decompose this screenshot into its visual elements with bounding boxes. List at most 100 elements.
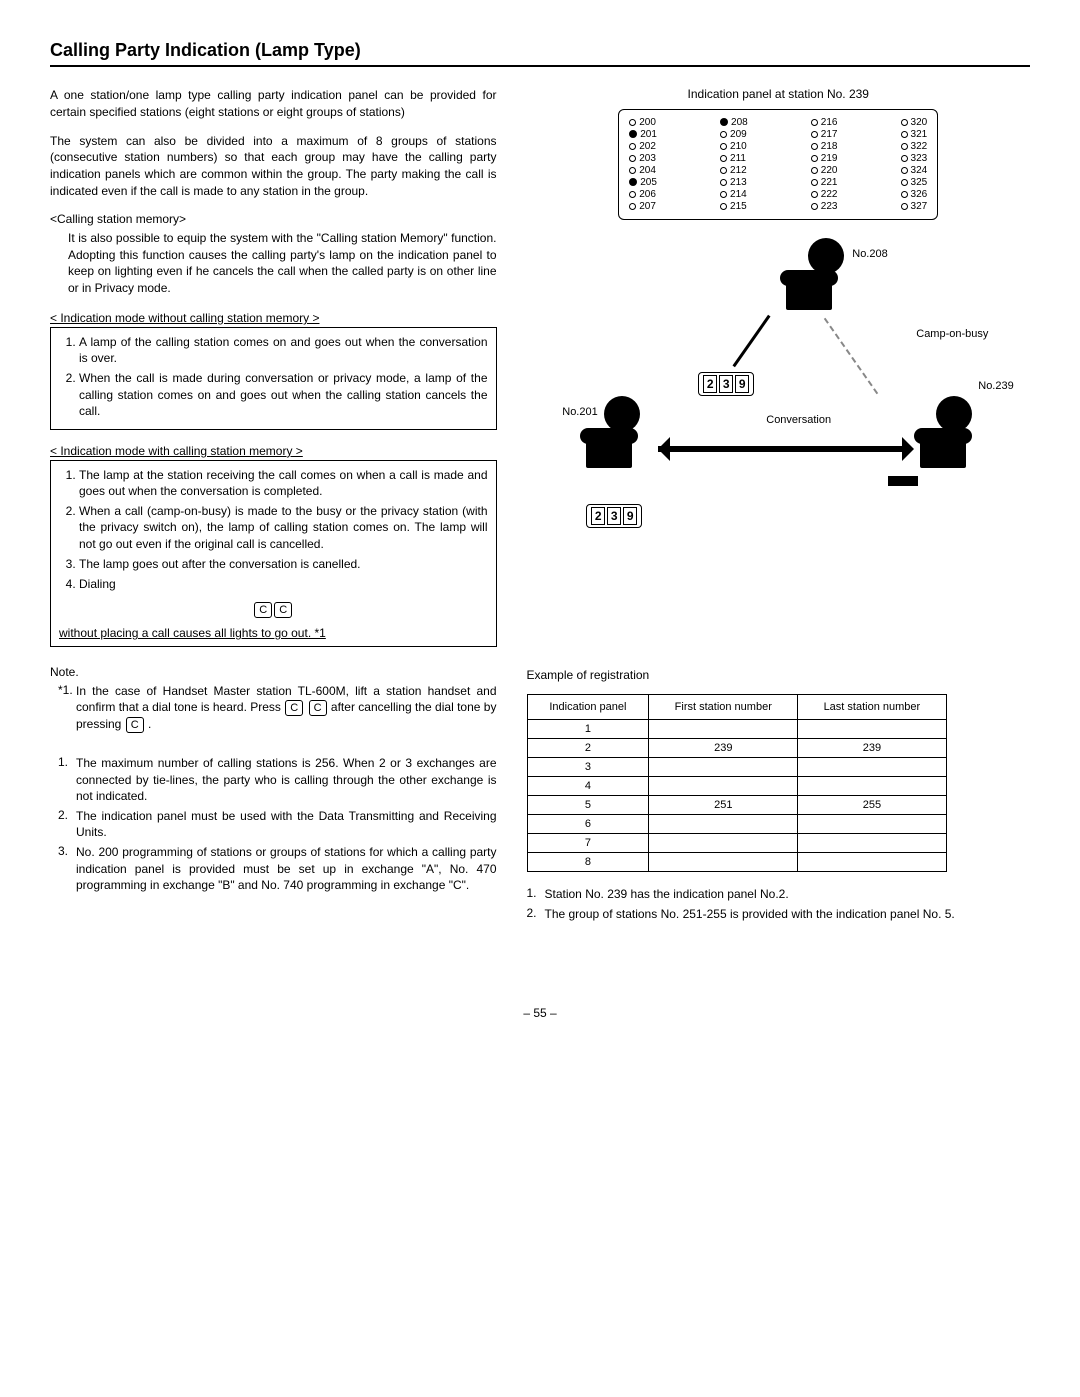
station-239-dot [936,396,972,432]
lamp-filled-icon [720,118,728,126]
lamp-open-icon [720,203,727,210]
label-conversation: Conversation [766,414,831,426]
lamp-open-icon [811,203,818,210]
station-201-dot [604,396,640,432]
table-row: 3 [527,758,946,777]
lamp-open-icon [811,131,818,138]
registration-title: Example of registration [527,668,1031,682]
intro-1: A one station/one lamp type calling part… [50,87,497,121]
lamp-open-icon [629,191,636,198]
lamp-open-icon [811,119,818,126]
lamp-open-icon [811,143,818,150]
mode2-box: The lamp at the station receiving the ca… [50,460,497,647]
mode2-heading: < Indication mode with calling station m… [50,444,497,458]
panel-station-number: 221 [821,177,838,188]
panel-station-number: 211 [730,153,746,164]
panel-station-number: 217 [821,129,838,140]
panel-station-number: 212 [730,165,747,176]
note-1: 1. The maximum number of calling station… [50,755,497,804]
lamp-open-icon [811,179,818,186]
panel-station-number: 216 [821,117,838,128]
lamp-open-icon [629,203,636,210]
panel-station-number: 204 [639,165,656,176]
panel-station-number: 325 [911,177,928,188]
cc-keys: CC [59,600,488,618]
lamp-open-icon [629,143,636,150]
page-number: – 55 – [50,1006,1030,1020]
csm-heading: <Calling station memory> [50,212,497,226]
note-3: 3. No. 200 programming of stations or gr… [50,844,497,893]
panel-station-number: 326 [911,189,928,200]
indication-panel: 200201202203204205206207 208209210211212… [618,109,938,220]
label-camp: Camp-on-busy [916,328,988,340]
cc-line: without placing a call causes all lights… [59,626,488,640]
lamp-open-icon [901,179,908,186]
lamp-open-icon [720,167,727,174]
panel-station-number: 323 [911,153,928,164]
panel-station-number: 203 [639,153,656,164]
lamp-open-icon [720,143,727,150]
left-column: A one station/one lamp type calling part… [50,87,497,926]
panel-station-number: 324 [911,165,928,176]
lamp-open-icon [901,203,908,210]
panel-station-number: 222 [821,189,838,200]
table-row: 8 [527,853,946,872]
panel-station-number: 205 [640,177,657,188]
note-star-1c: . [148,717,151,731]
reg-note-2: The group of stations No. 251-255 is pro… [545,906,1031,922]
mode1-heading: < Indication mode without calling statio… [50,311,497,325]
lamp-open-icon [720,179,727,186]
mode2-item-2: When a call (camp-on-busy) is made to th… [79,503,488,552]
lamp-open-icon [811,167,818,174]
display-239-center: 239 [698,372,754,396]
label-no208: No.208 [852,248,887,260]
mode2-item-3: The lamp goes out after the conversation… [79,556,488,572]
panel-station-number: 202 [639,141,656,152]
panel-station-number: 218 [821,141,838,152]
key-c-icon: C [126,717,144,733]
lamp-open-icon [811,155,818,162]
call-diagram: No.208 Camp-on-busy 239 No.201 No.239 [548,228,1008,548]
panel-station-number: 220 [821,165,838,176]
panel-station-number: 214 [730,189,747,200]
table-row: 6 [527,815,946,834]
lamp-open-icon [720,191,727,198]
panel-station-number: 219 [821,153,838,164]
registration-table: Indication panel First station number La… [527,694,947,872]
lamp-open-icon [901,167,908,174]
lamp-open-icon [901,191,908,198]
mode1-item-2: When the call is made during conversatio… [79,370,488,419]
reg-note-1: Station No. 239 has the indication panel… [545,886,1031,902]
panel-station-number: 201 [640,129,657,140]
note-2: 2. The indication panel must be used wit… [50,808,497,840]
lamp-filled-icon [629,130,637,138]
mode2-item-4: Dialing [79,576,488,592]
panel-station-number: 210 [730,141,747,152]
label-no239: No.239 [978,380,1013,392]
mode1-item-1: A lamp of the calling station comes on a… [79,334,488,366]
right-column: Indication panel at station No. 239 2002… [527,87,1031,926]
table-row: 2239239 [527,739,946,758]
table-row: 5251255 [527,796,946,815]
label-no201: No.201 [562,406,597,418]
note-heading: Note. [50,665,497,679]
key-c-icon: C [274,602,292,618]
panel-station-number: 223 [821,201,838,212]
panel-station-number: 208 [731,117,748,128]
panel-station-number: 206 [639,189,656,200]
reg-col-last: Last station number [798,695,946,720]
panel-station-number: 207 [639,201,656,212]
panel-station-number: 209 [730,129,747,140]
station-208-dot [808,238,844,274]
phone-239-icon [920,438,966,468]
reg-col-first: First station number [649,695,798,720]
panel-station-number: 213 [730,177,747,188]
panel-station-number: 322 [911,141,928,152]
key-c-icon: C [309,700,327,716]
panel-station-number: 200 [639,117,656,128]
lamp-open-icon [901,155,908,162]
lamp-open-icon [629,119,636,126]
intro-2: The system can also be divided into a ma… [50,133,497,200]
csm-body: It is also possible to equip the system … [68,230,497,297]
panel-station-number: 321 [911,129,928,140]
